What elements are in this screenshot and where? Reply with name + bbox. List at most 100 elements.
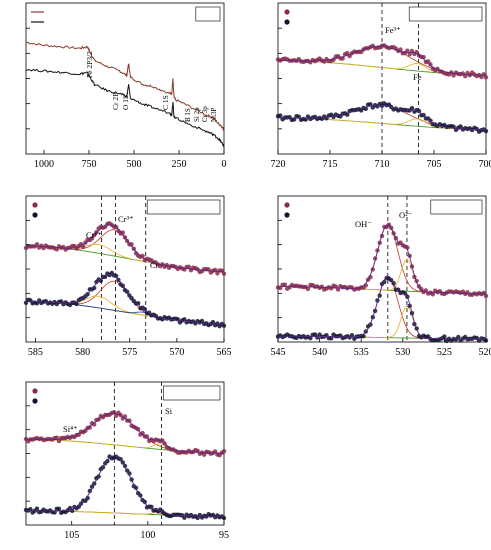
data-point (34, 506, 40, 511)
legend-swatch (32, 398, 38, 404)
x-tick-label: 575 (122, 347, 137, 358)
data-point (282, 282, 288, 287)
fit-line-2 (278, 276, 486, 340)
panel-label-box (430, 199, 483, 215)
data-point (463, 73, 468, 79)
data-point (449, 70, 454, 75)
series-line-1 (25, 41, 225, 131)
data-point (329, 336, 334, 341)
data-point (34, 242, 40, 247)
x-tick-label: 700 (479, 159, 491, 170)
x-tick-label: 545 (271, 347, 286, 358)
x-tick-label: 570 (169, 347, 184, 358)
x-tick-label: 500 (127, 159, 142, 170)
annotation: Fe 2P3/2 (85, 51, 94, 78)
annotation: C 1S (161, 95, 170, 110)
data-point (186, 264, 191, 269)
x-tick-label: 540 (312, 347, 327, 358)
panel-c: 585 580 575 570 565 (23, 195, 232, 358)
legend-swatch (32, 212, 38, 218)
x-tick-label: 0 (222, 159, 227, 170)
data-point (483, 293, 489, 299)
x-tick-label: 535 (354, 347, 369, 358)
data-point (74, 301, 79, 307)
fit-line-2 (278, 104, 487, 131)
x-tick-label: 105 (64, 530, 79, 541)
annotation: Cr³⁺ (118, 214, 134, 224)
legend-swatch (32, 202, 38, 208)
panel-label-box (408, 6, 483, 22)
data-point (308, 336, 313, 341)
x-tick-label: 1000 (34, 159, 54, 170)
series-line-2 (25, 68, 225, 148)
x-tick-label: 715 (323, 159, 338, 170)
x-tick-label: 95 (219, 530, 229, 541)
annotation: Ni3P (210, 108, 218, 123)
data-point (409, 106, 415, 111)
legend-swatch (284, 9, 290, 15)
data-point (305, 286, 311, 292)
data-point (349, 333, 355, 338)
plot-frame (25, 2, 225, 155)
x-tick-label: 750 (82, 159, 97, 170)
fit-line-1 (25, 224, 225, 273)
legend-swatch (284, 202, 290, 208)
data-point (430, 292, 435, 297)
x-tick-label: 580 (75, 347, 90, 358)
x-tick-label: 720 (271, 159, 286, 170)
data-point (428, 62, 433, 67)
data-point (136, 301, 141, 306)
fit-line-2 (26, 455, 225, 517)
data-point (483, 75, 489, 80)
annotation: Si (165, 406, 173, 416)
plot-frame (277, 195, 487, 343)
annotation: Si⁴⁺ (63, 424, 78, 434)
data-point (278, 113, 283, 118)
component-peak-2-2 (278, 305, 486, 340)
data-point (136, 427, 141, 432)
data-point (221, 515, 227, 521)
panel-label-box (146, 199, 221, 215)
x-tick-label: 525 (437, 347, 452, 358)
fit-line-1 (277, 224, 486, 295)
panel-a: 1000 750 500 250 0 (25, 2, 227, 170)
fit-line-2 (26, 273, 225, 325)
data-point (442, 334, 447, 339)
data-point (213, 449, 218, 454)
annotation: Cr 2P (111, 93, 120, 110)
x-tick-label: 100 (140, 530, 155, 541)
component-peak-1-1 (25, 412, 224, 454)
data-point (407, 52, 412, 57)
data-point (54, 435, 59, 440)
x-tick-label: 520 (479, 347, 491, 358)
data-point (405, 245, 410, 250)
legend-swatch (32, 388, 38, 394)
data-point (98, 278, 104, 283)
data-point (142, 499, 147, 505)
data-point (56, 506, 62, 511)
data-point (456, 334, 461, 340)
annotation: Si 2p (193, 107, 201, 122)
annotation: Fe (413, 72, 422, 82)
data-point (120, 230, 126, 235)
annotation: Cr (150, 260, 159, 270)
annotation: Fe³⁺ (385, 25, 401, 35)
data-point (335, 287, 341, 292)
legend-swatch (284, 212, 290, 218)
x-tick-label: 705 (427, 159, 442, 170)
panel-label-box (163, 385, 221, 401)
legend-swatch (284, 19, 290, 25)
data-point (221, 271, 227, 276)
x-tick-label: 530 (395, 347, 410, 358)
data-point (87, 425, 93, 430)
x-tick-label: 250 (172, 159, 187, 170)
data-point (458, 124, 463, 129)
annotation: O 1S (121, 95, 130, 110)
annotation: B 1S (184, 108, 192, 122)
x-tick-label: 585 (28, 347, 43, 358)
data-point (127, 418, 132, 423)
x-tick-label: 565 (217, 347, 232, 358)
x-tick-label: 710 (375, 159, 390, 170)
panel-label-box (195, 6, 221, 22)
